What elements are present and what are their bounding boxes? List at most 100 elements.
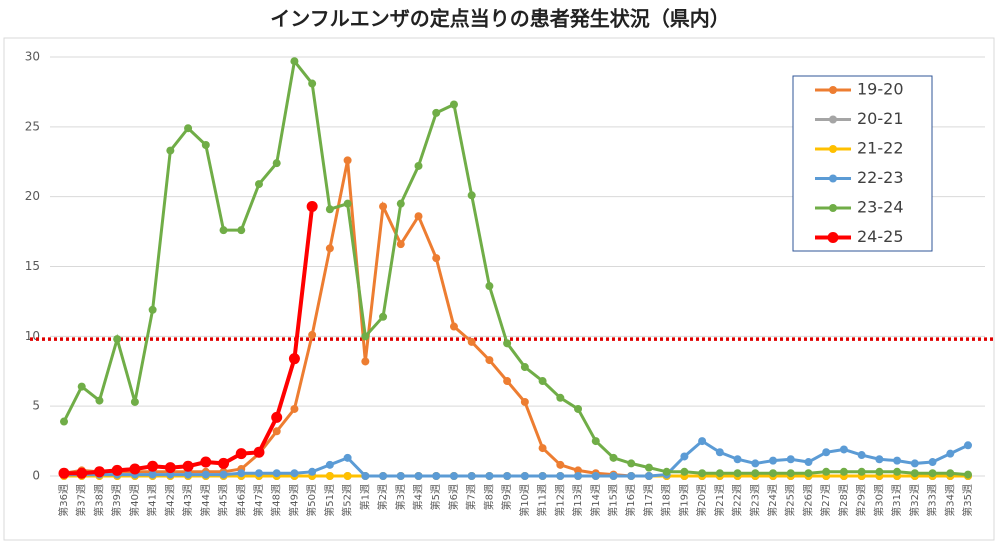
data-point bbox=[503, 472, 512, 480]
x-tick-label: 第23週 bbox=[748, 484, 761, 517]
x-tick-label: 第18週 bbox=[660, 484, 673, 517]
data-point bbox=[379, 312, 388, 321]
data-point bbox=[290, 404, 299, 413]
data-point bbox=[272, 159, 281, 168]
data-point bbox=[946, 449, 955, 458]
data-point bbox=[964, 470, 972, 479]
data-point bbox=[910, 469, 919, 478]
x-tick-label: 第51週 bbox=[323, 484, 336, 517]
x-tick-label: 第39週 bbox=[110, 484, 123, 517]
data-point bbox=[910, 459, 919, 468]
data-point bbox=[627, 459, 636, 468]
data-point bbox=[520, 397, 529, 406]
x-tick-label: 第25週 bbox=[784, 484, 797, 517]
x-tick-label: 第48週 bbox=[270, 484, 283, 517]
data-point bbox=[58, 467, 70, 479]
x-tick-label: 第9週 bbox=[500, 484, 513, 510]
data-point bbox=[591, 437, 600, 446]
data-point bbox=[822, 467, 831, 476]
data-point bbox=[662, 467, 671, 476]
data-point bbox=[751, 469, 760, 478]
x-tick-label: 第12週 bbox=[553, 484, 566, 517]
data-point bbox=[503, 339, 512, 348]
data-point bbox=[574, 466, 583, 475]
data-point bbox=[574, 404, 583, 413]
data-point bbox=[467, 191, 476, 200]
data-point bbox=[538, 377, 547, 386]
data-point bbox=[164, 462, 176, 474]
y-tick-label: 0 bbox=[32, 469, 40, 483]
data-point bbox=[379, 472, 388, 480]
data-point bbox=[964, 441, 972, 450]
data-point bbox=[184, 470, 193, 479]
x-tick-label: 第22週 bbox=[731, 484, 744, 517]
data-point bbox=[839, 445, 848, 454]
data-point bbox=[166, 146, 175, 155]
data-point bbox=[786, 455, 795, 464]
x-tick-label: 第17週 bbox=[642, 484, 655, 517]
data-point bbox=[839, 467, 848, 476]
x-tick-label: 第24週 bbox=[766, 484, 779, 517]
data-point bbox=[253, 446, 265, 458]
y-tick-label: 20 bbox=[25, 189, 40, 203]
data-point bbox=[467, 472, 476, 480]
data-point bbox=[325, 460, 334, 469]
x-tick-label: 第50週 bbox=[305, 484, 318, 517]
x-tick-label: 第14週 bbox=[589, 484, 602, 517]
chart-border bbox=[3, 37, 995, 541]
data-point bbox=[769, 469, 778, 478]
x-tick-label: 第34週 bbox=[943, 484, 956, 517]
data-point bbox=[804, 458, 813, 467]
y-tick-label: 15 bbox=[25, 259, 40, 273]
x-tick-label: 第20週 bbox=[695, 484, 708, 517]
y-tick-label: 5 bbox=[32, 399, 40, 413]
x-tick-label: 第41週 bbox=[146, 484, 159, 517]
x-tick-label: 第47週 bbox=[252, 484, 265, 517]
data-point bbox=[254, 180, 263, 189]
data-point bbox=[306, 200, 318, 212]
data-point bbox=[857, 451, 866, 460]
legend-marker bbox=[829, 204, 837, 212]
data-point bbox=[751, 459, 760, 468]
data-point bbox=[538, 444, 547, 453]
data-point bbox=[308, 467, 317, 476]
data-point bbox=[556, 460, 565, 469]
data-point bbox=[485, 356, 494, 365]
data-point bbox=[148, 305, 157, 314]
x-tick-label: 第44週 bbox=[199, 484, 212, 517]
x-tick-label: 第3週 bbox=[394, 484, 407, 510]
data-point bbox=[644, 463, 653, 472]
data-point bbox=[946, 469, 955, 478]
data-point bbox=[200, 456, 212, 468]
data-point bbox=[201, 140, 210, 149]
legend-label: 21-22 bbox=[857, 139, 904, 158]
y-tick-label: 25 bbox=[25, 119, 40, 133]
x-tick-label: 第16週 bbox=[624, 484, 637, 517]
x-tick-label: 第46週 bbox=[234, 484, 247, 517]
data-point bbox=[644, 472, 653, 480]
data-point bbox=[343, 199, 352, 208]
x-tick-label: 第36週 bbox=[57, 484, 70, 517]
data-point bbox=[235, 448, 247, 460]
data-point bbox=[361, 332, 370, 341]
legend-marker bbox=[829, 115, 837, 124]
data-point bbox=[680, 452, 689, 461]
data-point bbox=[414, 212, 423, 221]
x-tick-label: 第5週 bbox=[429, 484, 442, 510]
data-point bbox=[93, 466, 105, 478]
data-point bbox=[485, 282, 494, 291]
data-point bbox=[218, 457, 230, 469]
data-point bbox=[786, 469, 795, 478]
data-point bbox=[698, 437, 707, 446]
data-point bbox=[449, 472, 458, 480]
data-point bbox=[857, 467, 866, 476]
data-point bbox=[60, 417, 68, 426]
data-point bbox=[698, 469, 707, 478]
data-point bbox=[254, 469, 263, 478]
data-point bbox=[893, 456, 902, 465]
data-point bbox=[361, 472, 370, 480]
y-tick-label: 30 bbox=[25, 50, 40, 64]
series-line bbox=[64, 439, 969, 478]
data-point bbox=[184, 124, 193, 133]
x-tick-label: 第32週 bbox=[908, 484, 921, 517]
